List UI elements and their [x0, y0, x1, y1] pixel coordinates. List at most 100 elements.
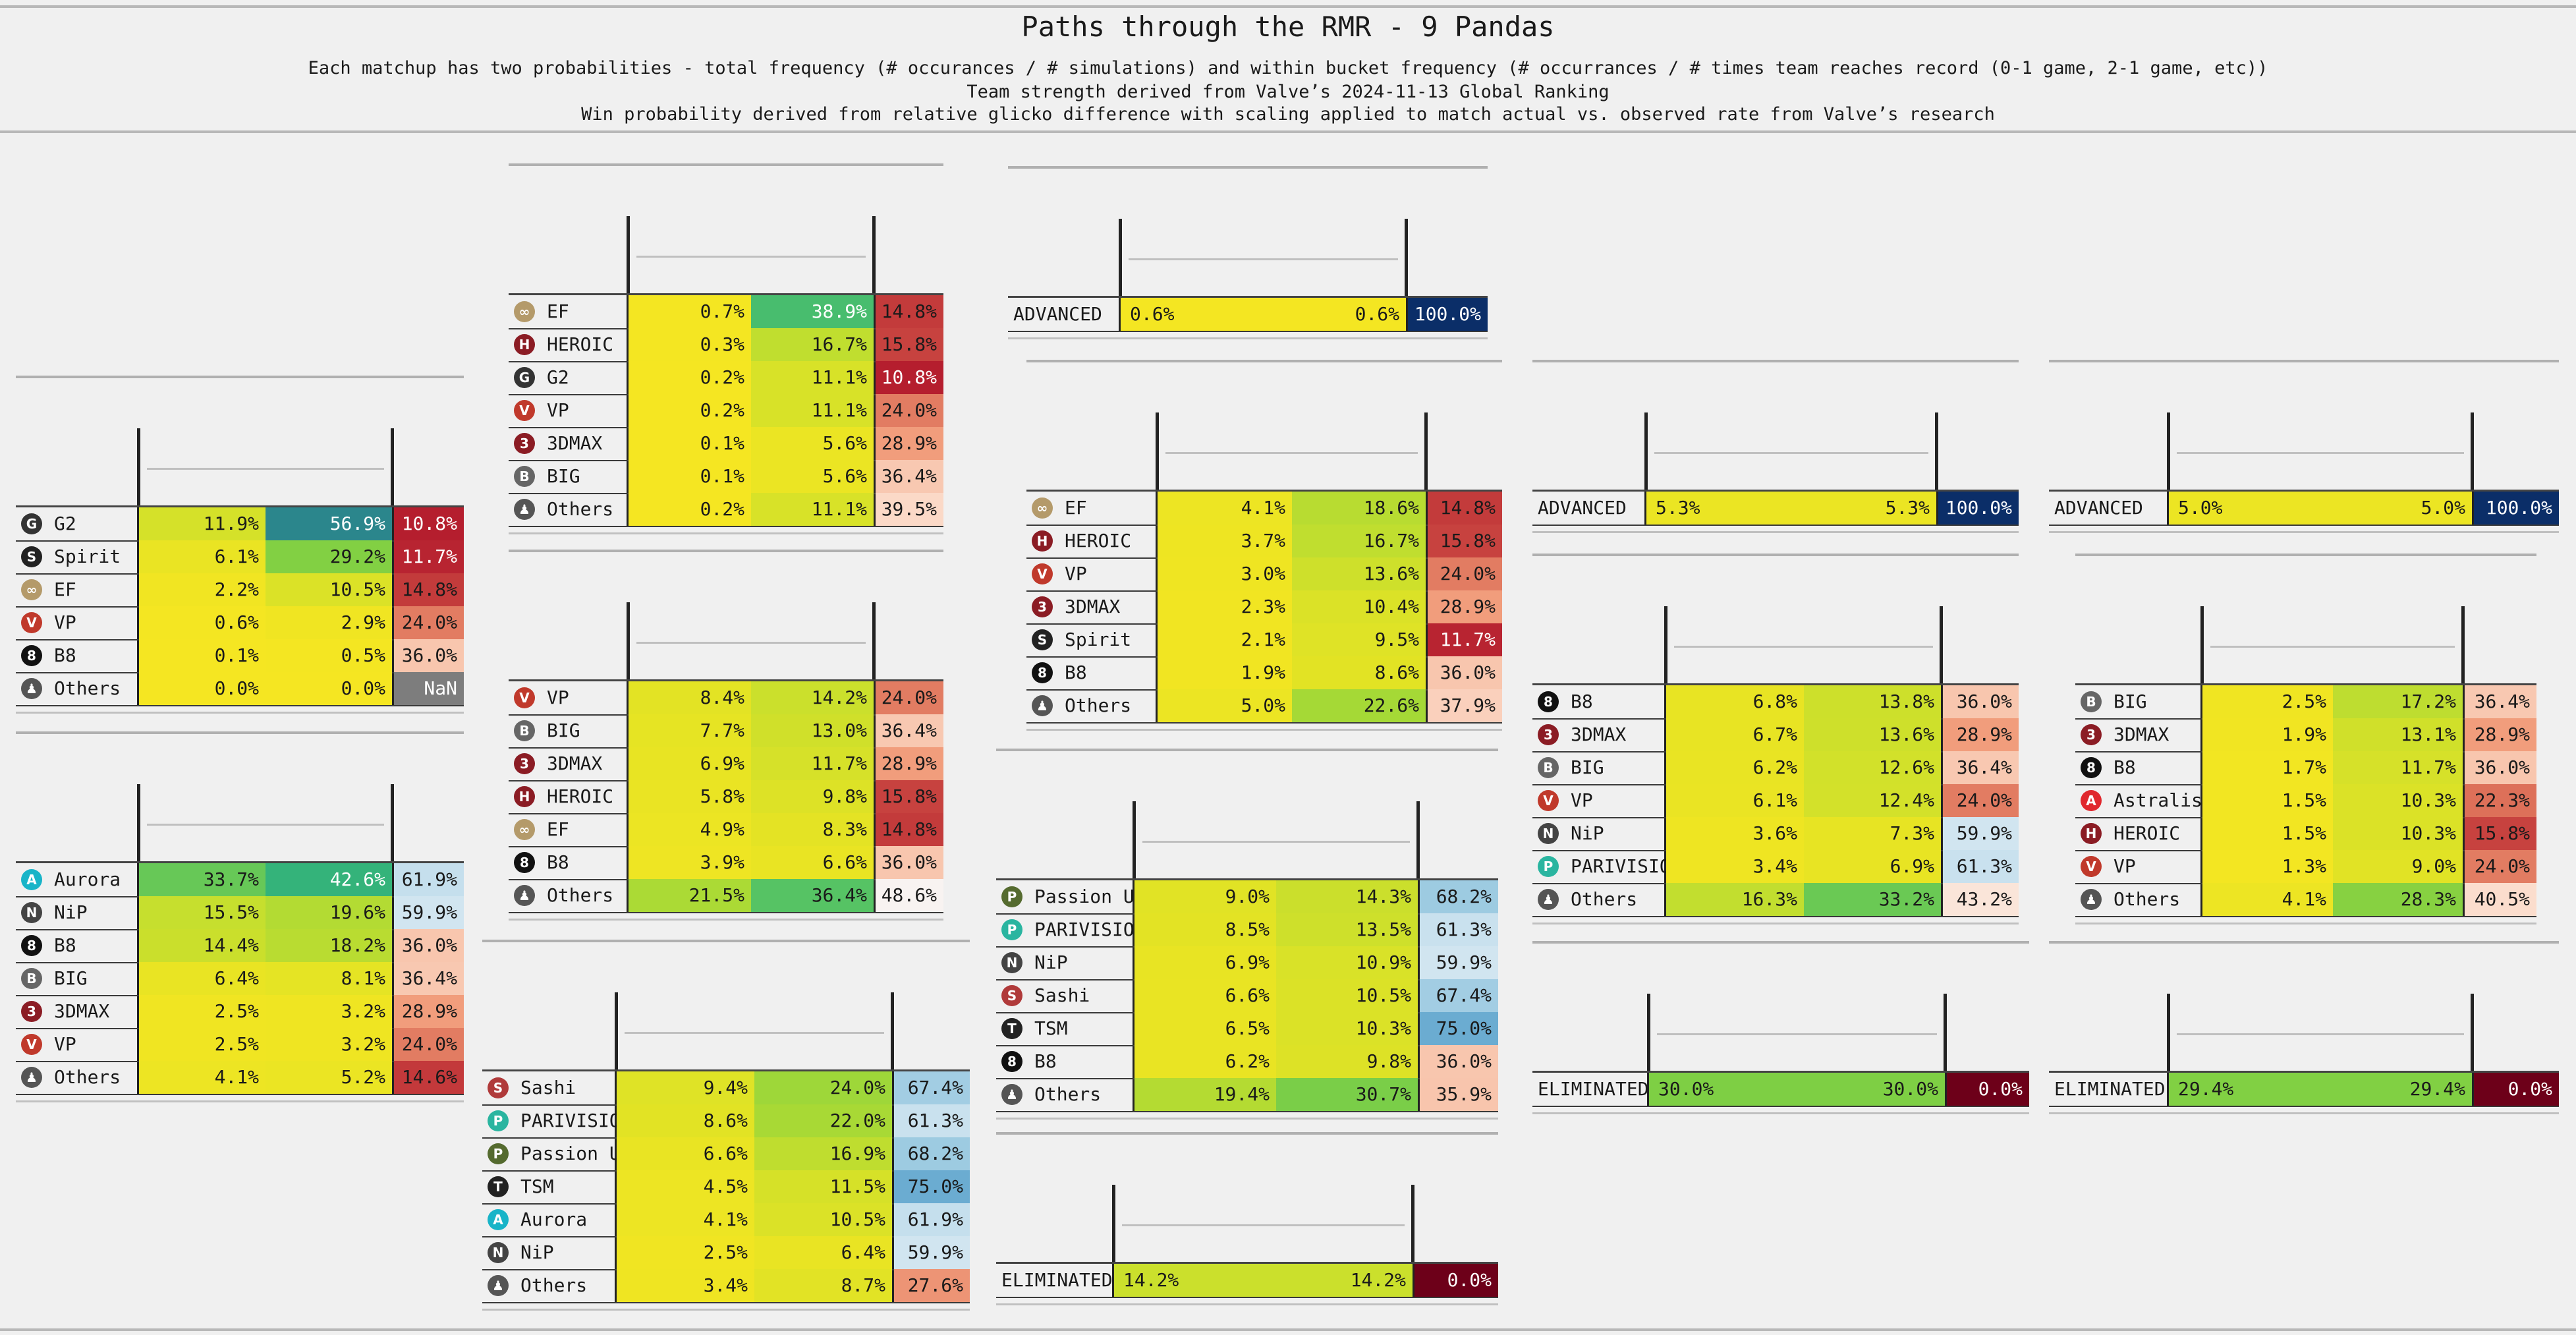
total-likelihood-cell: 8.5% [1134, 913, 1276, 946]
table-row: ∞ EF 2.2% 10.5% 14.8% [16, 573, 464, 608]
table-row: ADVANCED 0.6% 0.6% 100.0% [1008, 298, 1488, 332]
team-name: 3DMAX [547, 432, 603, 454]
team-name: NiP [520, 1241, 554, 1263]
team-name: 3DMAX [547, 753, 603, 774]
total-likelihood-cell: 6.9% [1134, 946, 1276, 979]
team-name: Others [1034, 1083, 1102, 1105]
bucket-likelihood-cell: 22.6% [1292, 689, 1426, 722]
win-prob-cell: 59.9% [394, 896, 464, 929]
matchup-likelihood-header [1649, 994, 1945, 1033]
table-row: 8 B8 3.9% 6.6% 36.0% [509, 846, 943, 880]
win-prob-cell: 24.0% [1428, 557, 1502, 590]
team-name: B8 [1034, 1050, 1057, 1072]
team-name: PARIVISION [1034, 919, 1146, 940]
column-header-total [629, 642, 751, 681]
divider-left [2167, 412, 2170, 525]
b8-logo-icon: 8 [1538, 691, 1559, 712]
divider-left [1112, 1185, 1115, 1297]
win-prob-cell: 14.6% [394, 1061, 464, 1094]
table-row: ELIMINATED 30.0% 30.0% 0.0% [1532, 1073, 2029, 1107]
header-underline [1532, 490, 2019, 492]
matchup-likelihood-underline [2210, 646, 2455, 648]
table-row: P PARIVISION 8.5% 13.5% 61.3% [996, 913, 1498, 948]
total-likelihood-cell: 1.5% [2202, 784, 2333, 817]
panel-top-rule [1008, 166, 1488, 169]
total-likelihood-cell: 4.1% [1158, 492, 1292, 525]
header-underline [1008, 296, 1488, 298]
win-prob-cell: 15.8% [1428, 525, 1502, 557]
bucket-likelihood-cell: 9.0% [2333, 850, 2463, 883]
total-likelihood-cell: 4.5% [617, 1170, 754, 1203]
total-likelihood-cell: 0.0% [139, 672, 266, 705]
row-separator [2049, 1106, 2559, 1107]
total-likelihood-cell: 4.1% [617, 1203, 754, 1236]
bucket-likelihood-cell: 5.2% [266, 1061, 392, 1094]
row-separator [1008, 331, 1488, 332]
win-prob-cell: 28.9% [876, 747, 943, 780]
panel-title [509, 560, 943, 593]
win-prob-cell: 59.9% [1943, 817, 2019, 850]
table-row: 3 3DMAX 2.5% 3.2% 28.9% [16, 995, 464, 1029]
tsm-logo-icon: T [488, 1176, 509, 1197]
total-likelihood-cell: 2.5% [617, 1236, 754, 1269]
column-header-win-prob [392, 824, 464, 863]
win-prob-cell: 59.9% [894, 1236, 970, 1269]
virtus-pro-icon: V [21, 612, 42, 633]
big-logo-icon: B [514, 720, 535, 741]
team-name: TSM [520, 1176, 554, 1197]
divider-left [615, 992, 618, 1302]
bucket-likelihood-cell: 0.0% [266, 672, 392, 705]
panel-title [2075, 564, 2536, 597]
team-name: Others [520, 1274, 588, 1296]
divider-right [391, 784, 394, 1094]
bucket-table-p12: P Passion UA 9.0% 14.3% 68.2% P PARIVISION 8.5%… [996, 749, 1498, 1120]
column-header-bucket [751, 642, 874, 681]
team-name: B8 [54, 644, 76, 666]
bucket-likelihood-cell: 9.5% [1292, 623, 1426, 656]
total-likelihood-cell: 21.5% [629, 879, 751, 912]
total-likelihood-cell: 9.4% [617, 1071, 754, 1104]
table-row: ♟ Others 0.2% 11.1% 39.5% [509, 493, 943, 527]
team-name: NiP [1571, 822, 1604, 844]
win-prob-cell: 39.5% [876, 493, 943, 526]
team-name: B8 [2114, 756, 2136, 778]
win-prob-cell: 10.8% [876, 361, 943, 394]
bucket-likelihood-cell: 16.7% [1292, 525, 1426, 557]
b8-logo-icon: 8 [21, 935, 42, 956]
win-prob-cell: 15.8% [2465, 817, 2536, 850]
panel-top-rule [2075, 554, 2536, 556]
total-likelihood-cell: 4.1% [139, 1061, 266, 1094]
counter-strike-player-icon: ♟ [1001, 1084, 1022, 1105]
header-underline [2049, 1071, 2559, 1073]
total-likelihood-cell: 3.4% [617, 1269, 754, 1302]
table-row: 3 3DMAX 2.3% 10.4% 28.9% [1026, 590, 1502, 625]
divider-left [2200, 606, 2204, 916]
table-row: B BIG 6.4% 8.1% 36.4% [16, 962, 464, 996]
parivision-logo-icon: P [488, 1110, 509, 1131]
win-prob-cell: 28.9% [1943, 718, 2019, 751]
panel-top-rule [1532, 554, 2019, 556]
total-likelihood-cell: 14.2% [1114, 1264, 1233, 1297]
row-separator [2049, 525, 2559, 526]
panel-bottom-rule [2075, 923, 2536, 924]
table-row: B BIG 7.7% 13.0% 36.4% [509, 714, 943, 749]
win-prob-cell: 24.0% [876, 394, 943, 427]
table-row: ♟ Others 3.4% 8.7% 27.6% [482, 1269, 970, 1303]
table-row: 3 3DMAX 1.9% 13.1% 28.9% [2075, 718, 2536, 753]
team-name: Astralis [2114, 789, 2202, 811]
table-row: 8 B8 1.9% 8.6% 36.0% [1026, 656, 1502, 691]
team-name: Passion UA [1034, 886, 1146, 907]
panel-title [509, 174, 943, 207]
team-name: BIG [2114, 691, 2147, 712]
matchup-likelihood-header [2169, 412, 2472, 452]
win-prob-cell: 14.8% [1428, 492, 1502, 525]
divider-right [2471, 412, 2474, 525]
divider-right [2471, 994, 2474, 1106]
header-underline [16, 505, 464, 507]
header-bottom-rule [0, 130, 2576, 133]
bucket-table-p20: ∞ EF 0.7% 38.9% 14.8% H HEROIC 0.3% 16.7% 15.8% G G… [509, 163, 943, 534]
team-name: ADVANCED [1013, 303, 1102, 325]
bucket-likelihood-cell: 11.1% [751, 361, 874, 394]
matchup-likelihood-underline [636, 642, 866, 644]
column-header-win-prob [1413, 1224, 1498, 1264]
